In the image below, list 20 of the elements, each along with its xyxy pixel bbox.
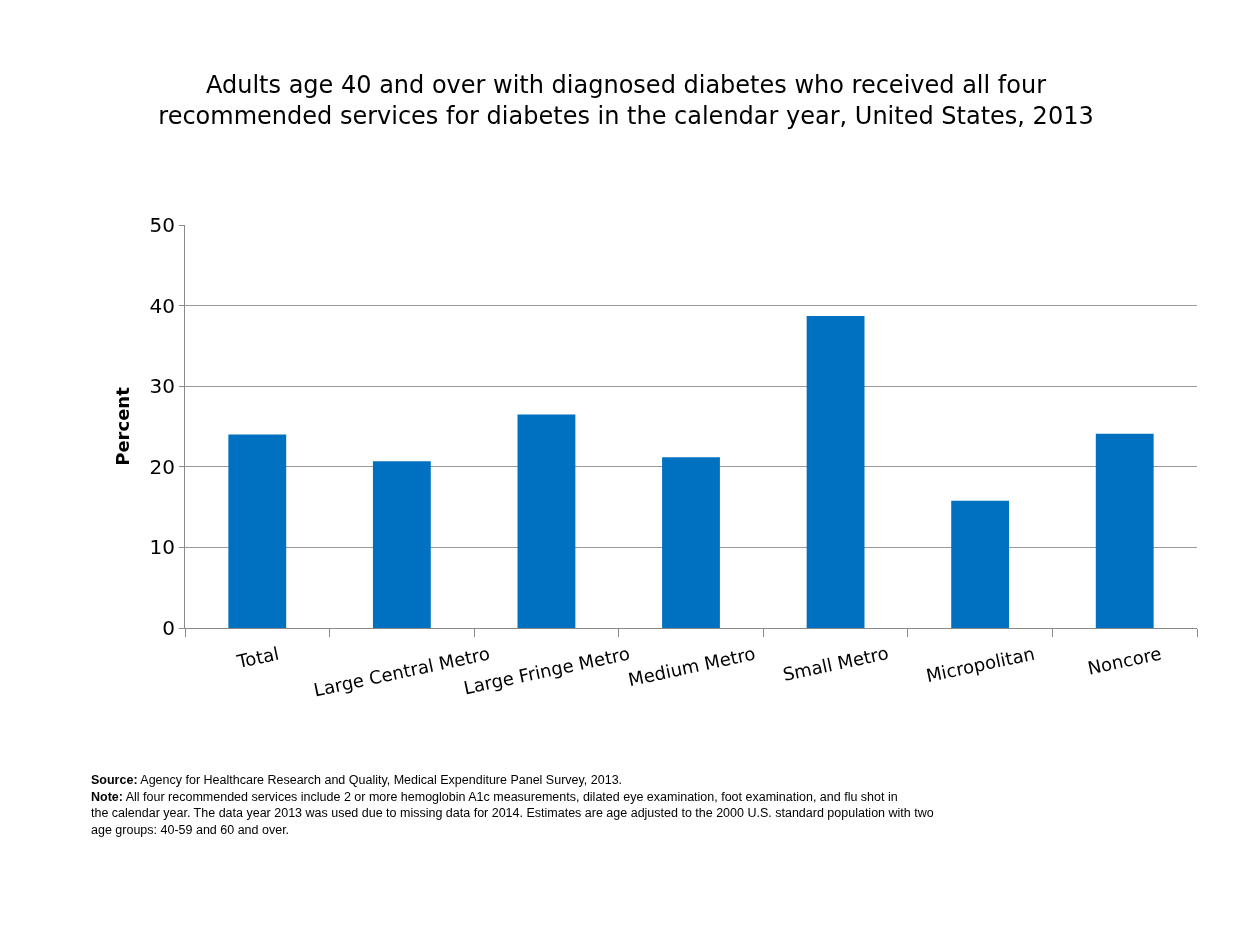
bar — [662, 457, 720, 628]
y-axis-title: Percent — [111, 386, 133, 466]
bar — [372, 461, 431, 628]
bar — [1095, 433, 1154, 628]
y-tick-label: 30 — [149, 374, 175, 399]
y-tick-label: 50 — [149, 213, 175, 237]
x-tick-label: Noncore — [1085, 642, 1164, 679]
y-tick-label: 40 — [149, 293, 175, 318]
bar — [517, 414, 576, 628]
text: Note: All four recommended services include 2 or more hemoglobin A1c measurements, dilated eye examination, foot examination, and flu shot in the calendar year. The data year 2013 was used due to missing data for 2014. Estimates are age adjusted to the 2000 U.S. standard population with two age groups: 40-59 and 60 and over. — [91, 790, 934, 837]
y-tick-label: 10 — [149, 535, 175, 560]
x-tick-label: Small Metro — [780, 642, 891, 685]
y-tick-label: 0 — [162, 616, 175, 640]
bar — [951, 500, 1010, 628]
bar — [806, 316, 865, 628]
bar — [228, 434, 287, 628]
x-tick-label: Total — [234, 642, 281, 673]
y-tick-label: 20 — [149, 454, 175, 479]
text: Source: Agency for Healthcare Research and Quality, Medical Expenditure Panel Survey, 2013. — [91, 773, 623, 787]
chart-title: Adults age 40 and over with diagnosed diabetes who received all four recommended services for diabetes in the calendar year, United States, 2013 — [158, 71, 1094, 131]
